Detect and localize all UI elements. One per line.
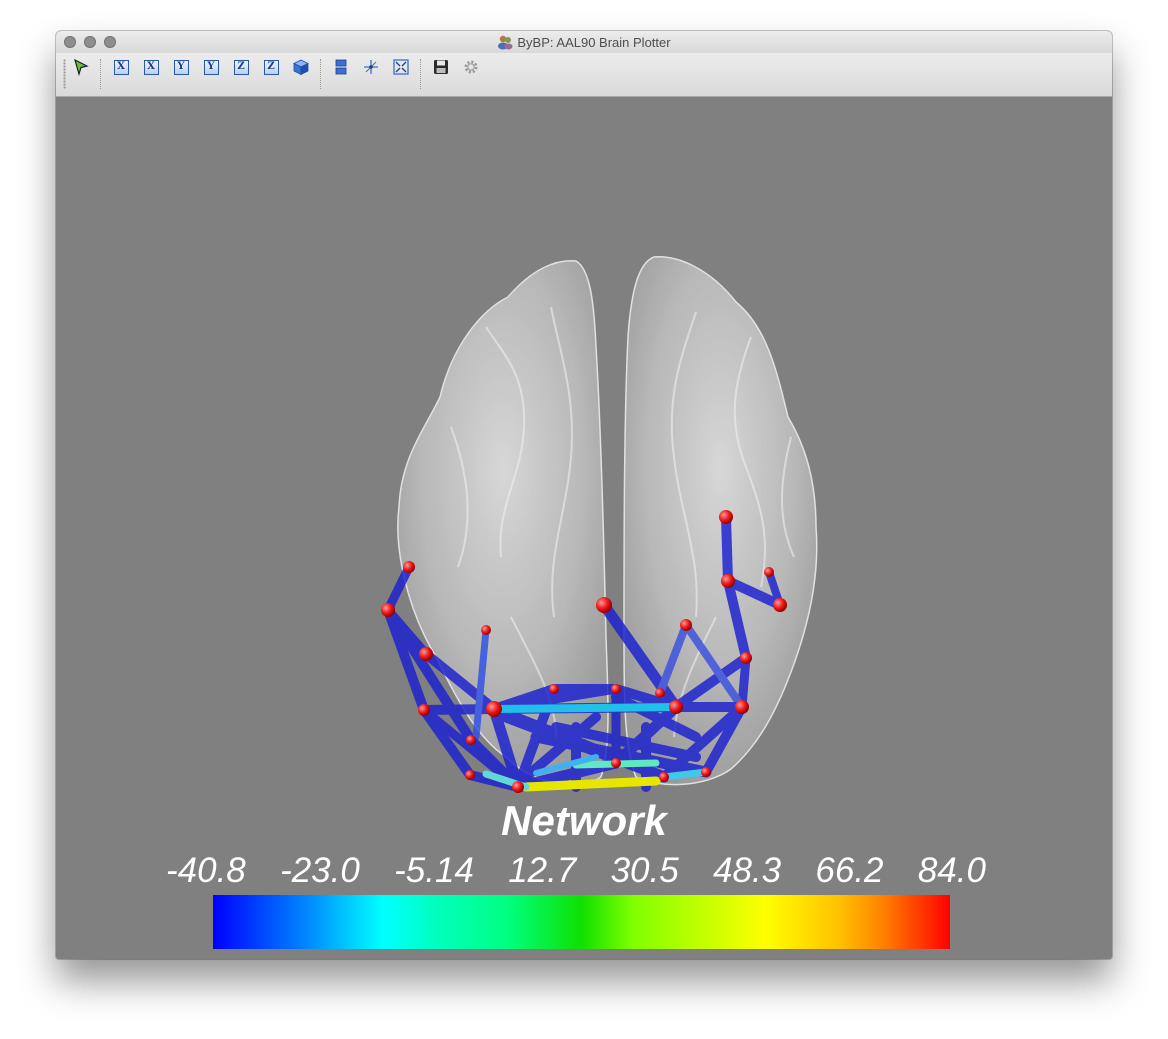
highlight-edges bbox=[482, 703, 710, 792]
settings-button[interactable] bbox=[462, 58, 480, 76]
toolbar: X X Y Y Z Z bbox=[56, 53, 1112, 97]
view-y-pos-button[interactable]: Y bbox=[172, 58, 190, 76]
colorbar-tick: 12.7 bbox=[508, 851, 577, 890]
app-icon bbox=[498, 35, 513, 50]
colorbar-tick: -40.8 bbox=[166, 851, 246, 890]
colorbar-tick: 30.5 bbox=[610, 851, 679, 890]
axes-button[interactable] bbox=[362, 58, 380, 76]
render-viewport[interactable]: Network -40.8 -23.0 -5.14 12.7 30.5 48.3… bbox=[56, 97, 1112, 959]
split-view-icon bbox=[335, 59, 347, 75]
colorbar-ticks: -40.8 -23.0 -5.14 12.7 30.5 48.3 66.2 84… bbox=[166, 853, 986, 893]
axis-x-icon: X bbox=[113, 59, 129, 75]
colorbar-tick: 84.0 bbox=[917, 851, 986, 890]
axis-z-icon: Z bbox=[233, 59, 249, 75]
view-3d-button[interactable] bbox=[292, 58, 310, 76]
cube-icon bbox=[293, 59, 309, 76]
select-tool-icon bbox=[74, 58, 89, 76]
save-button[interactable] bbox=[432, 58, 450, 76]
zoom-window-button[interactable] bbox=[104, 36, 116, 48]
split-view-button[interactable] bbox=[332, 58, 350, 76]
colorbar-tick: 48.3 bbox=[713, 851, 782, 890]
gear-icon bbox=[464, 60, 478, 74]
axis-y-icon: Y bbox=[173, 59, 189, 75]
colorbar-tick: -5.14 bbox=[394, 851, 474, 890]
title-bar[interactable]: ByBP: AAL90 Brain Plotter bbox=[56, 31, 1112, 53]
axis-y-icon: Y bbox=[203, 59, 219, 75]
close-window-button[interactable] bbox=[64, 36, 76, 48]
select-tool-button[interactable] bbox=[72, 58, 90, 76]
view-z-neg-button[interactable]: Z bbox=[262, 58, 280, 76]
colorbar-title: Network bbox=[501, 797, 667, 844]
view-z-pos-button[interactable]: Z bbox=[232, 58, 250, 76]
window-controls bbox=[64, 36, 116, 48]
network-edges bbox=[383, 512, 785, 793]
minimize-window-button[interactable] bbox=[84, 36, 96, 48]
colorbar-tick: -23.0 bbox=[280, 851, 360, 890]
toolbar-separator bbox=[420, 59, 421, 89]
fit-view-button[interactable] bbox=[392, 58, 410, 76]
brain-network-render[interactable] bbox=[56, 97, 1112, 797]
toolbar-separator bbox=[320, 59, 321, 89]
app-window: ByBP: AAL90 Brain Plotter X X Y Y Z Z bbox=[56, 31, 1112, 959]
window-title: ByBP: AAL90 Brain Plotter bbox=[517, 34, 671, 50]
colorbar-tick: 66.2 bbox=[815, 851, 884, 890]
colorbar bbox=[213, 895, 950, 949]
toolbar-grip[interactable] bbox=[63, 59, 66, 89]
view-x-pos-button[interactable]: X bbox=[112, 58, 130, 76]
network-nodes bbox=[381, 510, 787, 793]
axis-x-icon: X bbox=[143, 59, 159, 75]
view-x-neg-button[interactable]: X bbox=[142, 58, 160, 76]
save-icon bbox=[434, 60, 448, 74]
view-y-neg-button[interactable]: Y bbox=[202, 58, 220, 76]
axes-icon bbox=[364, 60, 378, 74]
axis-z-icon: Z bbox=[263, 59, 279, 75]
toolbar-separator bbox=[100, 59, 101, 89]
fit-view-icon bbox=[393, 59, 409, 75]
